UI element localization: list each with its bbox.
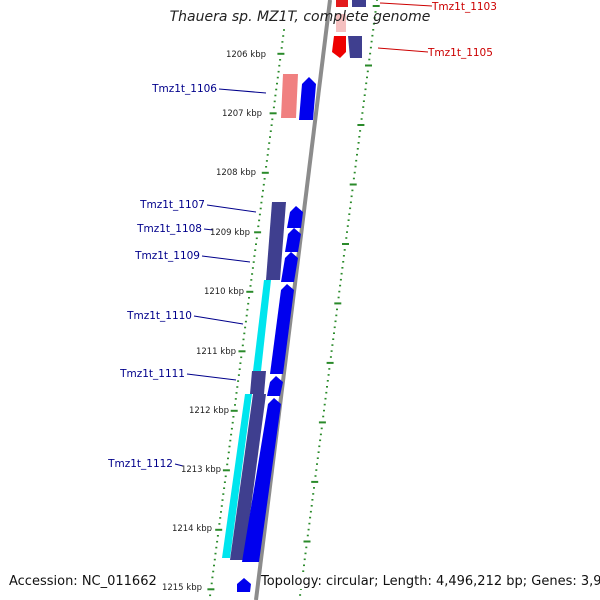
gene-labels: Tmz1t_1103 Tmz1t_1105 Tmz1t_1106 Tmz1t_1… xyxy=(107,1,497,470)
track-bands xyxy=(250,0,378,600)
genome-backbone xyxy=(254,0,332,600)
gene-label-1107[interactable]: Tmz1t_1107 xyxy=(139,199,205,211)
kbp-label-1214: 1214 kbp xyxy=(172,524,212,534)
feature-block-top-pink xyxy=(336,14,346,32)
feature-block-1107-1109 xyxy=(266,202,286,280)
feature-block-1106 xyxy=(281,74,298,118)
leader-line-1112 xyxy=(174,463,184,467)
gene-arrow-1104b xyxy=(348,36,362,58)
gene-label-1111[interactable]: Tmz1t_1111 xyxy=(119,368,185,380)
feature-block-1110 xyxy=(253,280,271,371)
kbp-label-1207: 1207 kbp xyxy=(222,109,262,119)
kbp-label-1209: 1209 kbp xyxy=(210,228,250,238)
topology-text: Topology: circular; Length: 4,496,212 bp… xyxy=(261,574,600,589)
feature-block-1111 xyxy=(250,371,266,394)
kbp-label-1215: 1215 kbp xyxy=(162,583,202,593)
gene-arrow-1108 xyxy=(285,228,301,252)
gene-label-1103[interactable]: Tmz1t_1103 xyxy=(431,1,497,13)
gene-arrow-1111 xyxy=(267,376,283,396)
accession-text: Accession: NC_011662 xyxy=(9,574,157,589)
gene-arrow-1104 xyxy=(332,36,346,58)
outer-ruler-ticks xyxy=(299,0,380,596)
gene-label-1109[interactable]: Tmz1t_1109 xyxy=(134,250,200,262)
leader-line-1110 xyxy=(193,315,244,325)
feature-block-1112-purple xyxy=(230,394,266,560)
leader-line-1105 xyxy=(377,47,429,53)
label-leader-lines xyxy=(174,2,433,467)
leader-line-1111 xyxy=(186,373,237,381)
map-title: Thauera sp. MZ1T, complete genome xyxy=(169,9,431,25)
gene-label-1106[interactable]: Tmz1t_1106 xyxy=(151,83,217,95)
kbp-label-1210: 1210 kbp xyxy=(204,287,244,297)
inner-ruler-ticks xyxy=(207,29,285,597)
leader-line-1109 xyxy=(201,255,251,263)
kbp-labels: 1206 kbp 1207 kbp 1208 kbp 1209 kbp 1210… xyxy=(162,50,266,593)
gene-label-1112[interactable]: Tmz1t_1112 xyxy=(107,458,173,470)
feature-block-1112-cyan xyxy=(222,394,252,558)
gene-arrow-1112 xyxy=(242,398,281,562)
gene-arrow-1109 xyxy=(281,252,298,282)
gene-arrow-1106 xyxy=(299,77,316,120)
kbp-label-1208: 1208 kbp xyxy=(216,168,256,178)
gene-arrow-1110 xyxy=(270,284,294,374)
feature-block-1103b xyxy=(352,0,366,7)
gene-label-1108[interactable]: Tmz1t_1108 xyxy=(136,223,202,235)
leader-line-1103 xyxy=(379,2,433,7)
kbp-label-1211: 1211 kbp xyxy=(196,347,236,357)
gene-label-1110[interactable]: Tmz1t_1110 xyxy=(126,310,192,322)
gene-arrow-1107 xyxy=(287,206,303,228)
outer-track-band xyxy=(250,0,378,600)
kbp-label-1206: 1206 kbp xyxy=(226,50,266,60)
leader-line-1108 xyxy=(203,228,214,231)
gene-arrow-1113 xyxy=(237,578,251,592)
leader-line-1106 xyxy=(218,88,267,94)
kbp-label-1212: 1212 kbp xyxy=(189,406,229,416)
leader-line-1107 xyxy=(206,204,257,213)
kbp-label-1213: 1213 kbp xyxy=(181,465,221,475)
gene-label-1105[interactable]: Tmz1t_1105 xyxy=(427,47,493,59)
feature-block-1103 xyxy=(336,0,348,7)
